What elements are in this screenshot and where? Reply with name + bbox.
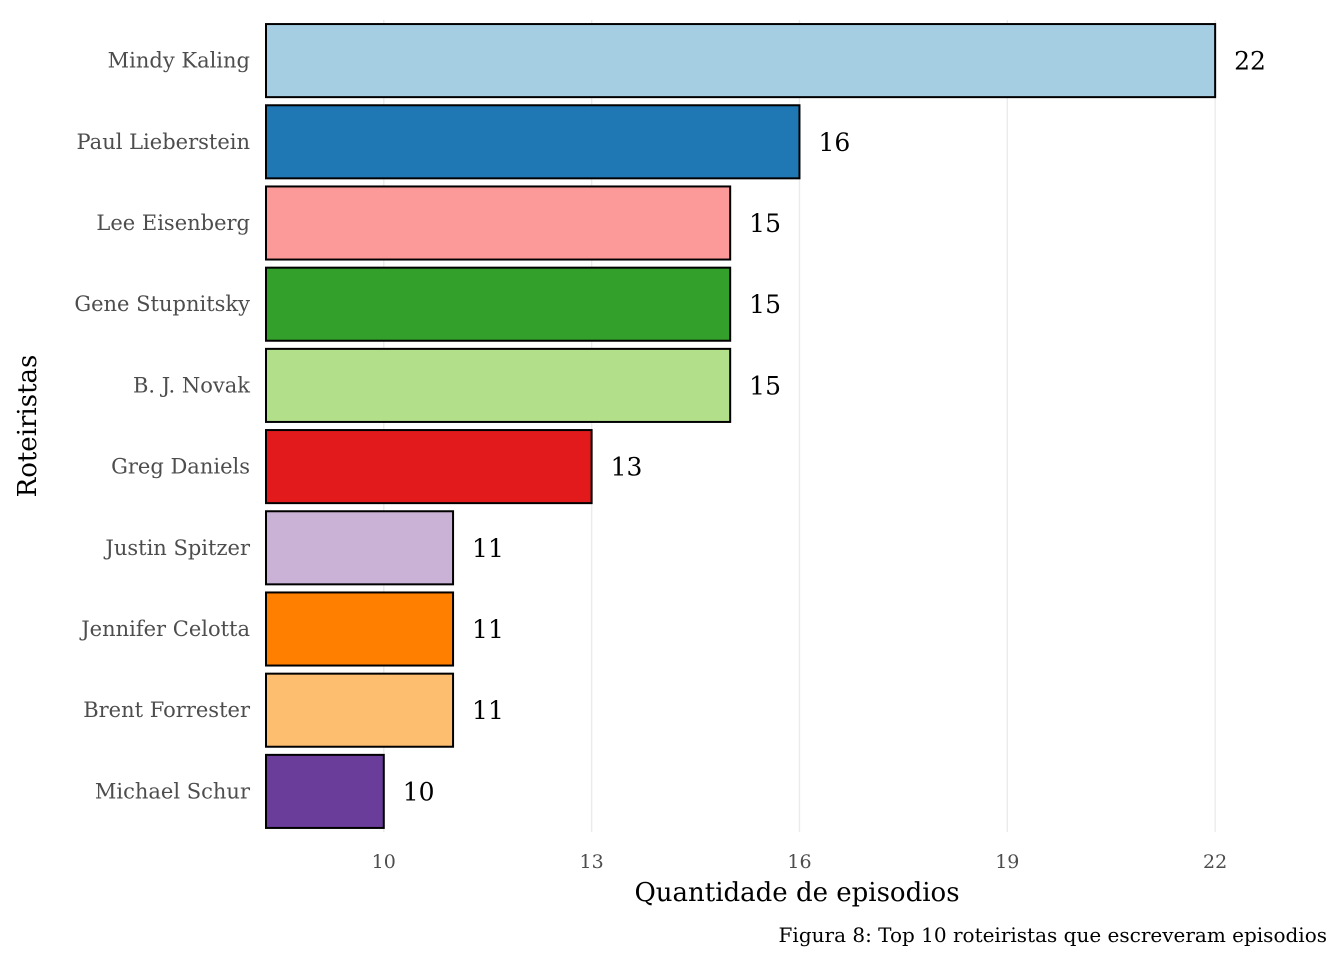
bar (265, 429, 593, 505)
bar-value-label: 10 (403, 777, 435, 806)
bar-value-label: 15 (749, 371, 781, 400)
category-label: Mindy Kaling (108, 49, 250, 73)
bar (265, 104, 801, 180)
bar-value-label: 11 (472, 615, 504, 644)
bar (265, 753, 385, 829)
category-label: Brent Forrester (83, 698, 251, 722)
bar-value-label: 22 (1234, 47, 1266, 76)
bar-value-label: 11 (472, 696, 504, 725)
y-axis-title: Roteiristas (13, 355, 43, 498)
bar (265, 672, 455, 748)
x-tick-label: 10 (372, 851, 396, 873)
x-tick-label: 13 (580, 851, 604, 873)
x-tick-label: 22 (1203, 851, 1227, 873)
category-labels: Mindy Kaling Paul Lieberstein Lee Eisenber… (74, 49, 251, 804)
x-tick-labels: 10 13 16 19 22 (372, 851, 1228, 873)
bars (265, 23, 1217, 829)
bar (265, 347, 732, 423)
bar-value-label: 13 (611, 453, 643, 482)
bar (265, 23, 1217, 99)
category-label: B. J. Novak (133, 373, 250, 397)
category-label: Paul Lieberstein (76, 130, 250, 154)
x-axis-title: Quantidade de episodios (634, 878, 959, 908)
bar-value-label: 15 (749, 290, 781, 319)
bar (265, 510, 455, 586)
bar (265, 266, 732, 342)
category-label: Greg Daniels (111, 455, 250, 479)
category-label: Gene Stupnitsky (74, 292, 250, 316)
bar-value-label: 16 (818, 128, 850, 157)
bar (265, 185, 732, 261)
x-tick-label: 19 (995, 851, 1019, 873)
category-label: Lee Eisenberg (96, 211, 250, 235)
bar (265, 591, 455, 667)
category-label: Jennifer Celotta (79, 617, 250, 641)
category-label: Justin Spitzer (103, 536, 251, 560)
x-tick-label: 16 (787, 851, 811, 873)
category-label: Michael Schur (95, 779, 251, 803)
chart-caption: Figura 8: Top 10 roteiristas que escreve… (779, 923, 1327, 947)
value-labels: 22 16 15 15 15 13 11 11 11 10 (403, 47, 1266, 807)
bar-value-label: 11 (472, 534, 504, 563)
bar-value-label: 15 (749, 209, 781, 238)
